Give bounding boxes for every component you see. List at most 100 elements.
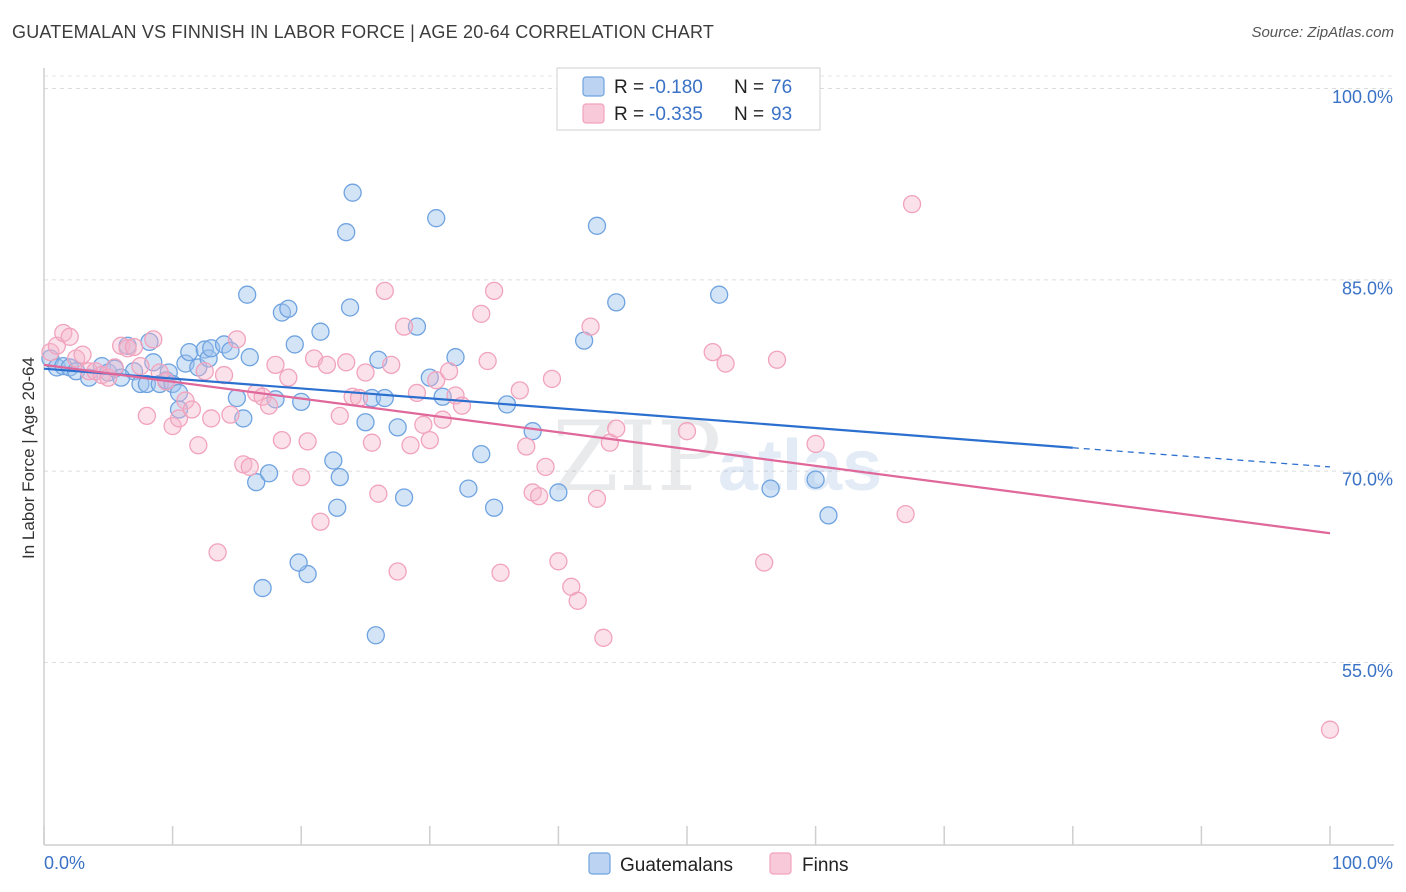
finn-point <box>755 553 774 572</box>
finn-point <box>362 433 382 452</box>
finn-point <box>221 405 240 424</box>
finn-point <box>227 330 247 349</box>
guatemalan-point <box>484 498 504 517</box>
finn-point <box>105 358 124 377</box>
finn-point <box>240 457 259 477</box>
correlation-legend: R = -0.180 N = 76 R = -0.335 N = 93 <box>556 67 821 131</box>
guatemalan-point <box>587 216 607 235</box>
finns-trend-line <box>43 363 1331 535</box>
finn-point <box>510 381 529 400</box>
legend-n-value-1: 93 <box>771 104 792 125</box>
finn-point <box>549 552 568 571</box>
finn-point <box>292 467 311 487</box>
finn-point <box>279 368 298 387</box>
finn-point <box>182 400 202 419</box>
finn-point <box>536 457 555 477</box>
guatemalan-point <box>330 467 349 487</box>
finn-point <box>542 369 562 389</box>
finns-points <box>41 92 1340 739</box>
finn-point <box>60 327 79 346</box>
finn-point <box>529 487 549 506</box>
y-tick-label: 70.0% <box>1342 470 1393 490</box>
guatemalan-point <box>328 498 347 517</box>
x-tick-label-min: 0.0% <box>44 853 85 873</box>
finn-point <box>806 434 825 454</box>
finn-point <box>73 345 92 364</box>
guatemalan-point <box>375 388 394 408</box>
finn-point <box>330 406 349 426</box>
finn-point <box>266 355 285 375</box>
finn-point <box>427 371 446 390</box>
chart-source: Source: ZipAtlas.com <box>1251 24 1394 41</box>
y-tick-label: 85.0% <box>1342 278 1393 298</box>
guatemalans-trend-extension <box>1072 447 1331 468</box>
finn-point <box>317 355 337 375</box>
finn-point <box>356 363 375 382</box>
legend-r-label-1: R = <box>614 104 644 125</box>
legend-swatch-finns <box>582 103 605 124</box>
guatemalan-point <box>366 626 385 645</box>
guatemalan-point <box>459 479 478 498</box>
finn-point <box>414 415 433 434</box>
legend-label-finns: Finns <box>802 855 848 876</box>
finn-point <box>176 391 195 410</box>
guatemalan-point <box>289 553 308 572</box>
guatemalan-point <box>472 444 491 464</box>
guatemalan-point <box>549 483 568 502</box>
guatemalan-point <box>259 464 279 483</box>
guatemalan-point <box>221 341 240 360</box>
series-legend: Guatemalans Finns <box>588 852 848 876</box>
finn-point <box>118 339 137 358</box>
legend-swatch-guatemalans-bottom <box>588 852 611 875</box>
finn-point <box>169 409 189 428</box>
guatemalan-point <box>607 293 626 312</box>
finn-point <box>1320 720 1340 739</box>
finn-point <box>124 337 144 357</box>
guatemalan-point <box>337 223 356 242</box>
finn-point <box>382 355 401 375</box>
finn-point <box>594 628 613 647</box>
guatemalan-point <box>292 392 311 412</box>
finn-point <box>131 356 150 376</box>
guatemalan-point <box>394 488 414 507</box>
chart-title: GUATEMALAN VS FINNISH IN LABOR FORCE | A… <box>12 22 715 42</box>
finn-point <box>144 330 163 349</box>
guatemalan-point <box>253 578 272 598</box>
finn-point <box>902 194 922 214</box>
guatemalan-point <box>761 479 780 498</box>
finn-point <box>202 409 221 428</box>
finn-point <box>587 489 607 508</box>
legend-n-label-1: N = <box>734 104 764 125</box>
finn-point <box>439 362 459 381</box>
finn-point <box>767 350 787 369</box>
finn-point <box>517 437 536 456</box>
guatemalan-point <box>407 317 427 336</box>
y-tick-label: 100.0% <box>1332 87 1393 107</box>
finn-point <box>896 504 915 524</box>
finn-point <box>716 354 735 373</box>
legend-n-label-0: N = <box>734 77 764 98</box>
finn-point <box>420 430 439 450</box>
finn-point <box>568 591 587 610</box>
guatemalan-point <box>356 413 375 432</box>
legend-r-label-0: R = <box>614 77 644 98</box>
finn-point <box>298 432 317 451</box>
finn-point <box>581 317 600 336</box>
guatemalan-point <box>388 418 407 437</box>
guatemalan-point <box>710 285 729 304</box>
legend-r-value-1: -0.335 <box>649 104 703 125</box>
guatemalan-point <box>343 183 362 202</box>
finn-point <box>337 353 356 372</box>
axes <box>43 68 1394 846</box>
x-tick-label-max: 100.0% <box>1332 853 1393 873</box>
legend-swatch-guatemalans <box>582 76 605 97</box>
legend-r-value-0: -0.180 <box>649 77 703 98</box>
finn-point <box>703 342 722 362</box>
guatemalan-point <box>523 422 542 441</box>
guatemalan-point <box>238 285 257 304</box>
finn-point <box>369 484 388 503</box>
guatemalan-point <box>324 451 343 470</box>
finn-point <box>484 281 504 301</box>
finn-point <box>433 410 452 429</box>
finn-point <box>195 362 214 381</box>
